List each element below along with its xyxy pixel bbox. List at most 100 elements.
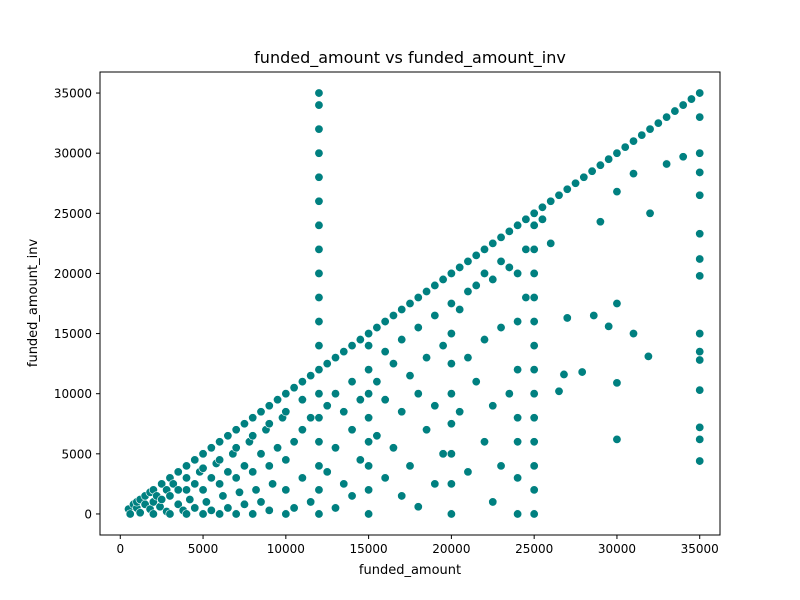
data-point [239,419,249,429]
data-point [695,355,705,365]
data-point [471,280,481,290]
data-point [364,329,374,339]
axes [99,71,721,536]
data-point [521,292,531,302]
data-point [504,226,514,236]
data-point [479,268,489,278]
data-point [248,431,258,441]
data-point [628,329,638,339]
data-point [488,401,498,411]
data-point [562,313,572,323]
data-point [314,389,324,399]
data-point [239,499,249,509]
data-point [513,365,523,375]
data-point [537,214,547,224]
data-point [190,455,200,465]
data-points [124,88,705,519]
data-point [297,377,307,387]
data-point [223,467,233,477]
data-point [521,244,531,254]
y-axis-label: funded_amount_inv [26,239,41,368]
data-point [372,431,382,441]
y-tick-label: 15000 [54,327,92,341]
x-tick-label: 10000 [267,542,305,556]
data-point [231,473,241,483]
data-point [330,389,340,399]
data-point [297,425,307,435]
x-tick-label: 0 [116,542,124,556]
data-point [380,395,390,405]
data-point [579,172,589,182]
data-point [521,214,531,224]
data-point [306,413,316,423]
data-point [695,229,705,239]
data-point [314,461,324,471]
data-point [215,479,225,489]
data-point [479,335,489,345]
data-point [281,407,291,417]
data-point [281,485,291,495]
data-point [604,154,614,164]
data-point [678,152,688,162]
y-tick-label: 35000 [54,87,92,101]
data-point [355,455,365,465]
data-point [645,124,655,134]
data-point [314,148,324,158]
data-point [125,509,135,519]
data-point [438,449,448,459]
data-point [364,365,374,375]
data-point [190,503,200,513]
data-point [297,473,307,483]
data-point [190,479,200,489]
data-point [289,437,299,447]
data-point [347,341,357,351]
data-point [637,130,647,140]
data-point [504,389,514,399]
data-point [695,456,705,466]
data-point [653,118,663,128]
data-point [339,407,349,417]
data-point [372,377,382,387]
data-point [529,244,539,254]
data-point [173,499,183,509]
data-point [446,268,456,278]
data-point [157,495,167,505]
x-axis-label: funded_amount [359,563,461,578]
data-point [314,509,324,519]
data-point [201,497,211,507]
data-point [215,455,225,465]
y-tick-label: 30000 [54,147,92,161]
data-point [463,353,473,363]
data-point [554,190,564,200]
data-point [595,217,605,227]
data-point [504,262,514,272]
data-point [562,184,572,194]
data-point [148,509,158,519]
data-point [239,461,249,471]
data-point [546,238,556,248]
data-point [314,317,324,327]
data-point [215,509,225,519]
data-point [364,509,374,519]
data-point [231,509,241,519]
data-point [268,479,278,489]
data-point [554,386,564,396]
data-point [380,317,390,327]
x-axis-ticks: 0 5000 10000 15000 20000 25000 30000 35000 [116,535,719,556]
data-point [645,208,655,218]
y-axis-ticks: 0 5000 10000 15000 20000 25000 30000 35000 [54,87,100,521]
data-point [413,502,423,512]
data-point [628,136,638,146]
data-point [173,485,183,495]
data-point [612,187,622,197]
data-point [463,467,473,477]
data-point [314,124,324,134]
data-point [430,479,440,489]
data-point [695,190,705,200]
y-tick-label: 10000 [54,387,92,401]
data-point [185,495,195,505]
data-point [612,298,622,308]
data-point [281,509,291,519]
data-point [612,148,622,158]
